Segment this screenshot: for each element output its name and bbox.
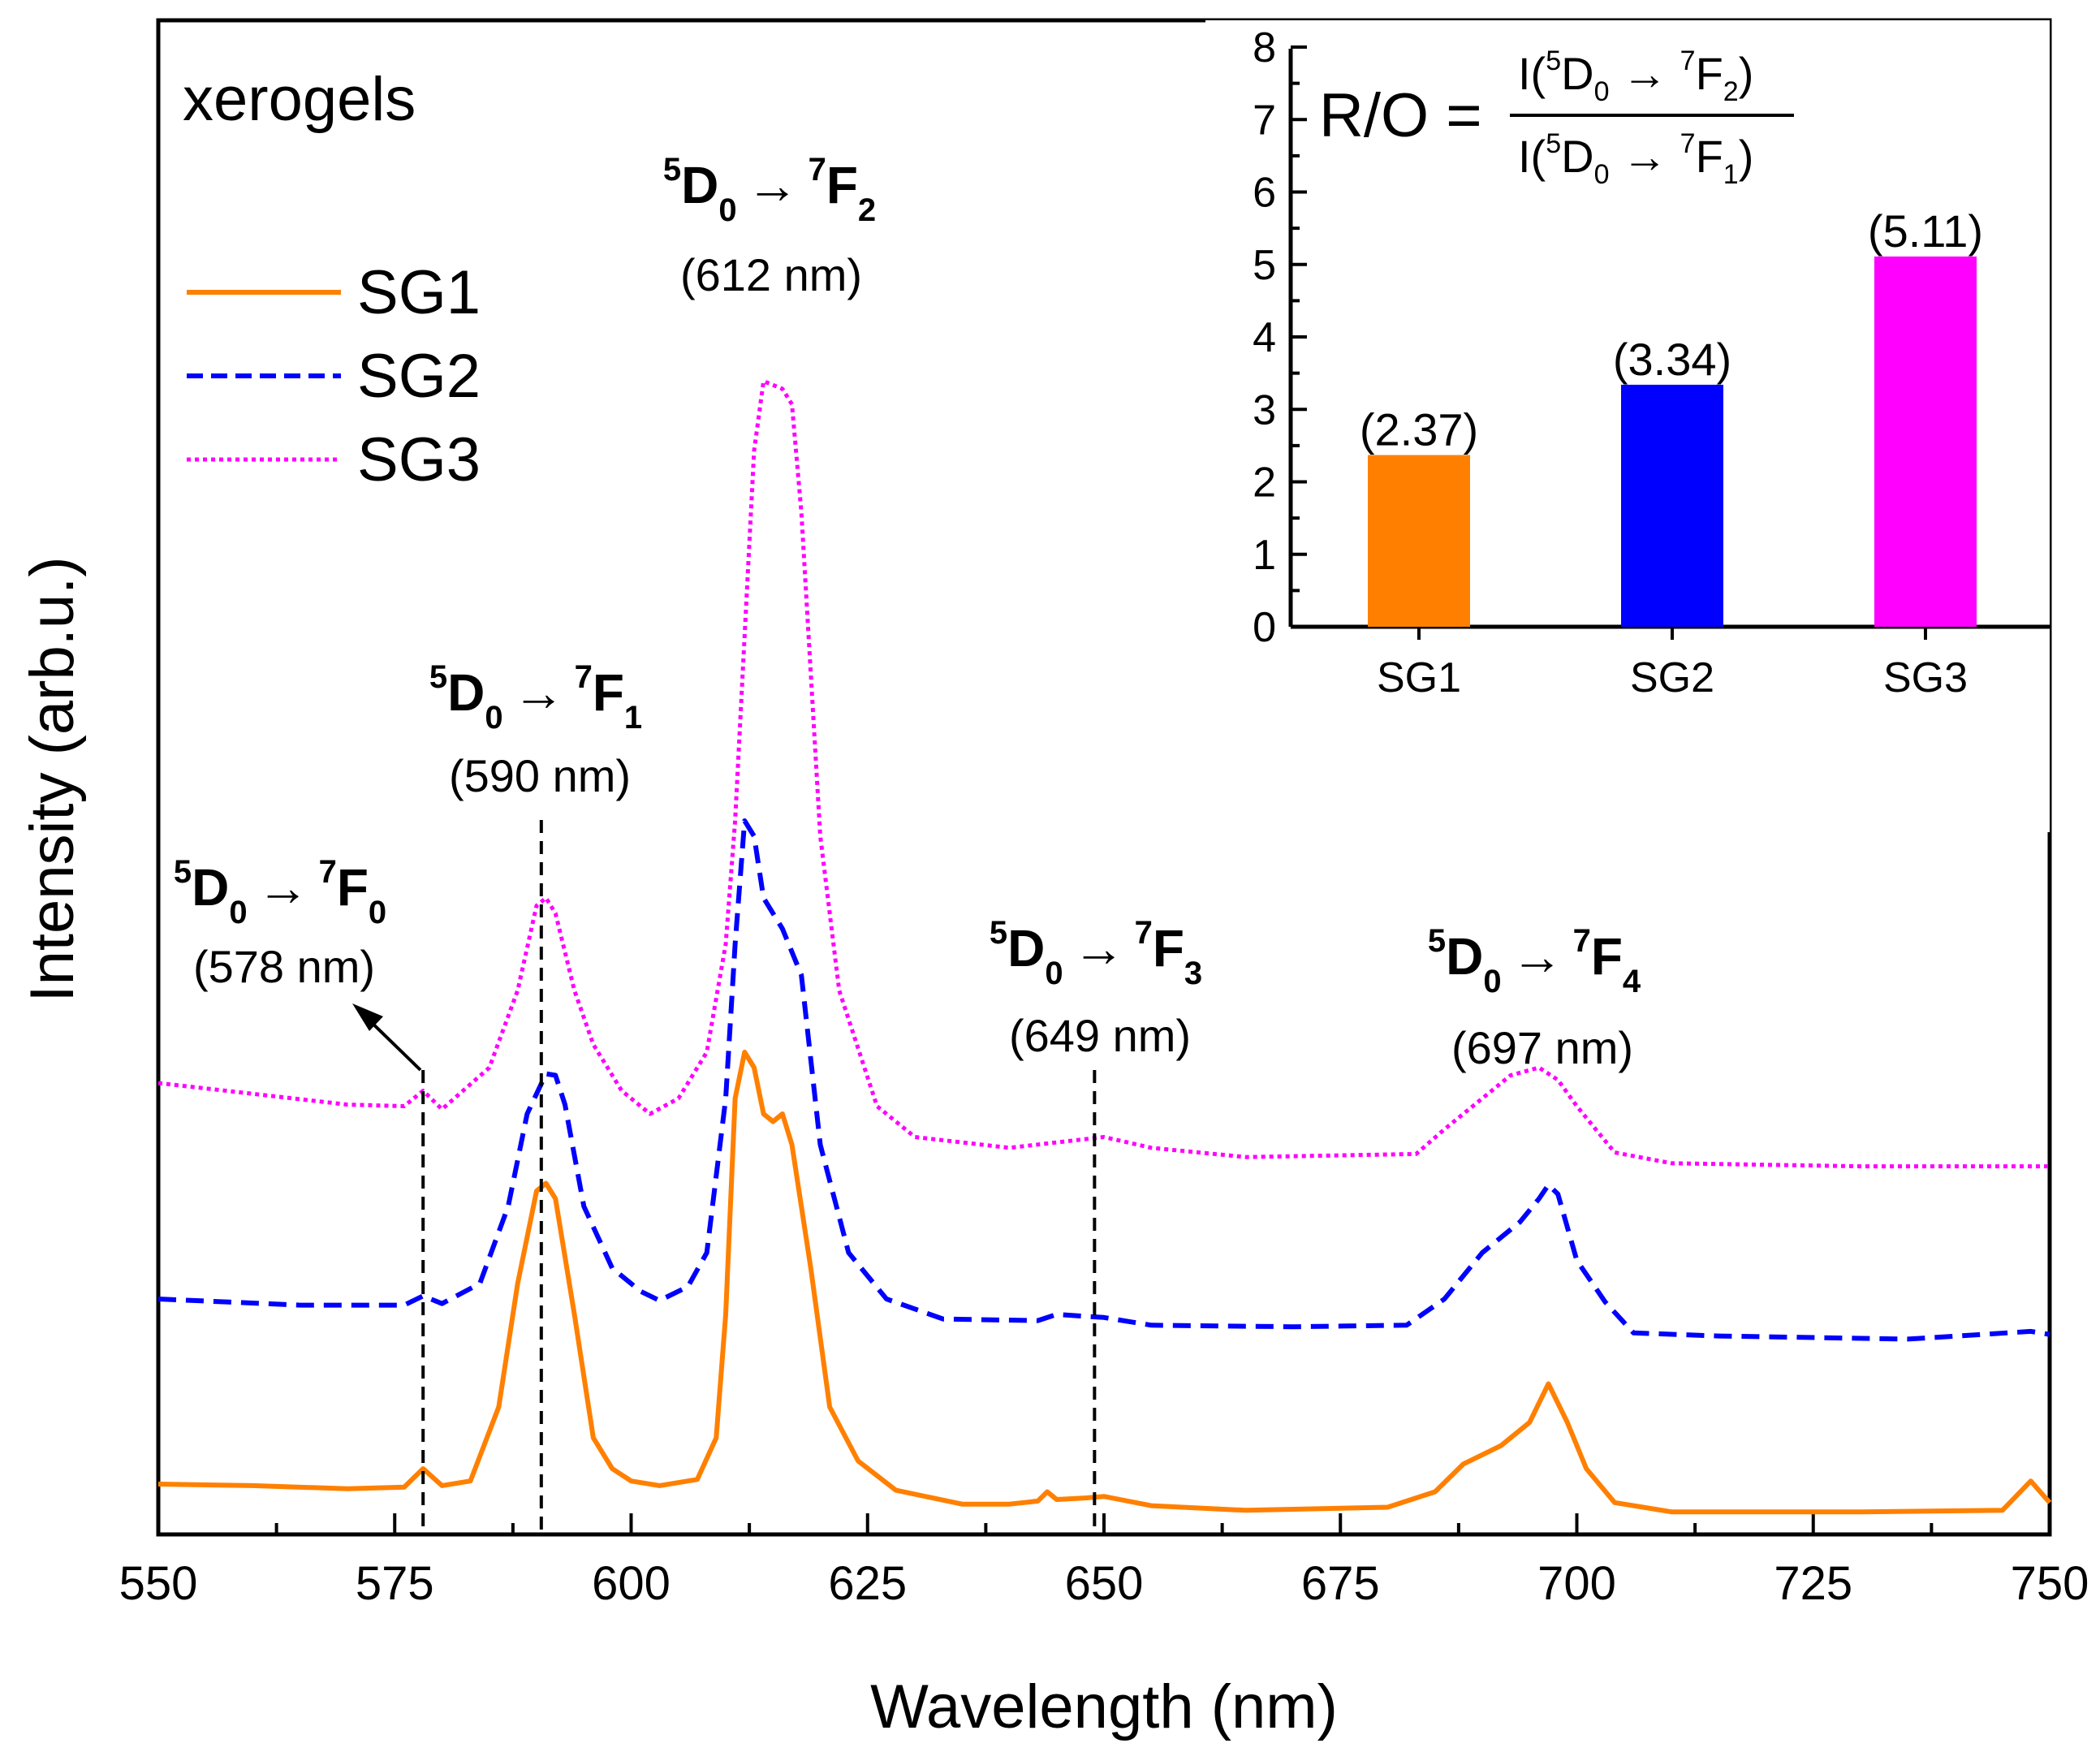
legend-label-sg1: SG1 bbox=[357, 258, 481, 327]
annotation-7f0-arrowhead bbox=[352, 1003, 383, 1031]
annotation-7f0-transition: 5D0 → 7F0 bbox=[174, 854, 386, 930]
inset-bar-sg2 bbox=[1621, 384, 1723, 627]
y-axis-label: Intensity (arb.u.) bbox=[18, 556, 87, 1002]
inset-bar-chart: 0 1 2 3 4 5 6 7 8 (2.37) SG1 (3.34) SG2 (5.11) SG3 R/… bbox=[1205, 20, 2050, 832]
inset-bar-value-label: (5.11) bbox=[1868, 205, 1983, 257]
formula-denominator: I(5D0 → 7F1) bbox=[1518, 128, 1753, 190]
x-tick-label: 750 bbox=[2011, 1557, 2089, 1610]
annotation-7f2: 5D0 → 7F2 (612 nm) bbox=[663, 152, 876, 300]
series-line-sg3 bbox=[157, 379, 2050, 1169]
annotation-7f1: 5D0 → 7F1 (590 nm) bbox=[429, 659, 642, 801]
ratio-formula: R/O = I(5D0 → 7F2) I(5D0 → 7F1) bbox=[1319, 45, 1794, 190]
series-line-sg1 bbox=[157, 1050, 2052, 1515]
x-tick-label: 575 bbox=[356, 1557, 434, 1610]
inset-category-label: SG2 bbox=[1630, 654, 1714, 701]
annotation-7f3-wavelength: (649 nm) bbox=[1009, 1010, 1191, 1061]
x-tick-label: 700 bbox=[1537, 1557, 1616, 1610]
inset-y-tick-label: 2 bbox=[1253, 460, 1276, 507]
annotation-7f4-wavelength: (697 nm) bbox=[1451, 1022, 1633, 1073]
inset-bars-layer: (2.37) SG1 (3.34) SG2 (5.11) SG3 bbox=[1360, 205, 1983, 701]
main-series-layer bbox=[157, 379, 2052, 1515]
legend-label-sg3: SG3 bbox=[357, 425, 481, 494]
inset-y-tick-label: 0 bbox=[1253, 604, 1276, 651]
inset-y-tick-label: 4 bbox=[1253, 314, 1276, 361]
annotation-7f0: 5D0 → 7F0 (578 nm) bbox=[174, 854, 422, 1072]
inset-y-tick-label: 5 bbox=[1253, 242, 1276, 289]
inset-y-tick-label: 6 bbox=[1253, 170, 1276, 217]
inset-axis-ticks: 0 1 2 3 4 5 6 7 8 bbox=[1253, 24, 1307, 651]
x-axis-label: Wavelength (nm) bbox=[870, 1672, 1338, 1741]
annotation-7f2-transition: 5D0 → 7F2 bbox=[663, 152, 876, 228]
legend: SG1 SG2 SG3 bbox=[187, 258, 481, 494]
annotation-7f3: 5D0 → 7F3 (649 nm) bbox=[990, 915, 1202, 1061]
series-line-sg2 bbox=[157, 818, 2050, 1342]
main-axis-ticks: 550 575 600 625 650 675 700 725 750 bbox=[119, 1513, 2089, 1610]
peak-marker-lines bbox=[421, 820, 1097, 1534]
inset-y-tick-label: 8 bbox=[1253, 24, 1276, 71]
inset-bar-value-label: (2.37) bbox=[1360, 403, 1478, 455]
inset-y-tick-label: 7 bbox=[1253, 97, 1276, 144]
annotation-7f0-wavelength: (578 nm) bbox=[193, 941, 375, 992]
annotation-7f2-wavelength: (612 nm) bbox=[680, 249, 862, 300]
inset-category-label: SG1 bbox=[1377, 654, 1461, 701]
inset-bar-sg3 bbox=[1874, 256, 1977, 627]
annotation-7f4-transition: 5D0 → 7F4 bbox=[1428, 923, 1641, 999]
x-tick-label: 725 bbox=[1774, 1557, 1852, 1610]
annotation-7f3-transition: 5D0 → 7F3 bbox=[990, 915, 1202, 991]
inset-category-label: SG3 bbox=[1883, 654, 1968, 701]
x-tick-label: 650 bbox=[1065, 1557, 1144, 1610]
inset-y-tick-label: 3 bbox=[1253, 386, 1276, 434]
annotation-7f4: 5D0 → 7F4 (697 nm) bbox=[1428, 923, 1641, 1073]
x-tick-label: 550 bbox=[119, 1557, 198, 1610]
x-tick-label: 625 bbox=[828, 1557, 907, 1610]
formula-lhs: R/O = bbox=[1319, 81, 1482, 150]
inset-bar-value-label: (3.34) bbox=[1613, 334, 1731, 385]
legend-label-sg2: SG2 bbox=[357, 342, 481, 411]
inset-bar-sg1 bbox=[1368, 455, 1470, 627]
panel-label-xerogels: xerogels bbox=[183, 65, 416, 134]
annotation-7f1-wavelength: (590 nm) bbox=[449, 750, 631, 801]
formula-numerator: I(5D0 → 7F2) bbox=[1518, 45, 1753, 107]
x-tick-label: 600 bbox=[592, 1557, 671, 1610]
inset-y-tick-label: 1 bbox=[1253, 532, 1276, 579]
x-tick-label: 675 bbox=[1301, 1557, 1380, 1610]
annotation-7f1-transition: 5D0 → 7F1 bbox=[429, 659, 642, 736]
